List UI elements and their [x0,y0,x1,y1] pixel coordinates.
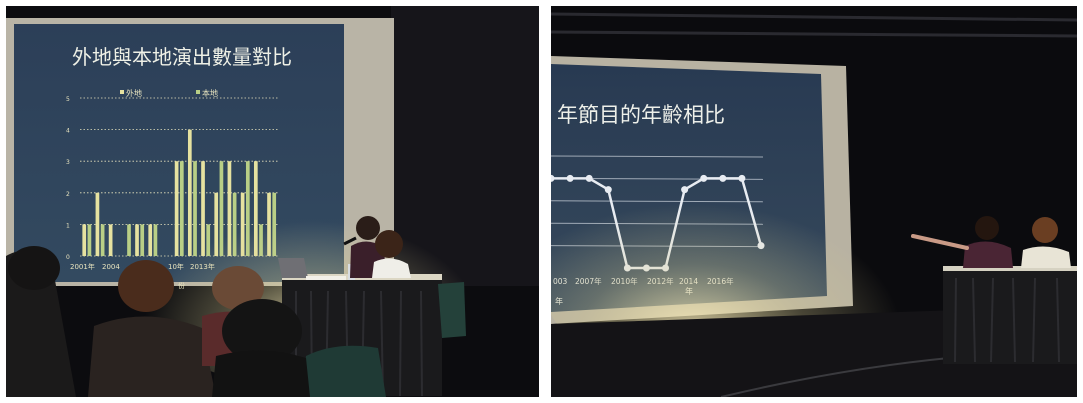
slide-title: 年節目的年齡相比 [557,103,725,127]
right-scene: 年節目的年齡相比 0032007年2010年2012年20142016年 年 年 [551,6,1077,397]
laptop [278,258,308,278]
bar [87,224,92,256]
audience-member-2-head [118,260,174,312]
presenter-2-body [372,258,411,278]
bar [100,224,105,256]
bar [108,224,113,256]
bar [127,224,131,256]
presenter-1-body [963,241,1013,268]
y-tick-label: 4 [66,128,70,135]
table-top [943,266,1077,271]
presenter-1-head [356,216,380,240]
audience-chair [302,345,386,397]
x-tick-label: 2004 [102,263,120,271]
audience-member-4-body [212,350,310,397]
y-tick-label: 2 [66,191,70,198]
audience-member-1-head [8,246,60,290]
y-tick-label: 1 [66,222,70,229]
x-tick-label: 2001年 [70,262,95,271]
legend-item-local: 本地 [202,88,218,98]
presenter-table [943,268,1077,364]
presenter-2-head [1032,217,1058,243]
cable [720,355,972,397]
y-tick-label: 5 [66,96,70,103]
bar [82,224,87,256]
data-point [585,174,593,182]
data-point [551,174,555,182]
presenter-2-body [1021,246,1071,268]
y-tick-label: 3 [66,159,70,166]
audience-member-4-head [222,299,302,363]
audience-member-2-body [88,316,216,397]
y-tick-label: 0 [66,254,70,261]
legend-item-foreign: 外地 [126,88,142,98]
lighting-rig [551,12,1077,38]
audience-member-3-head [212,266,264,310]
presenter-2-head [375,230,403,258]
legend-swatch-foreign [120,90,124,94]
tablecloth-folds [954,277,1060,363]
bar [95,192,100,256]
data-point [566,174,574,182]
pointing-arm [911,234,969,250]
bar-chart-y-ticks: 5 4 3 2 1 0 [66,96,70,261]
papers [306,276,346,280]
microphone [343,236,357,246]
presentation-photo-right: 年節目的年齡相比 0032007年2010年2012年20142016年 年 年 [551,6,1077,397]
slide-title: 外地與本地演出數量對比 [72,45,292,69]
legend-swatch-local [196,90,200,94]
chair [438,282,466,338]
presenter-1-head [975,216,999,240]
